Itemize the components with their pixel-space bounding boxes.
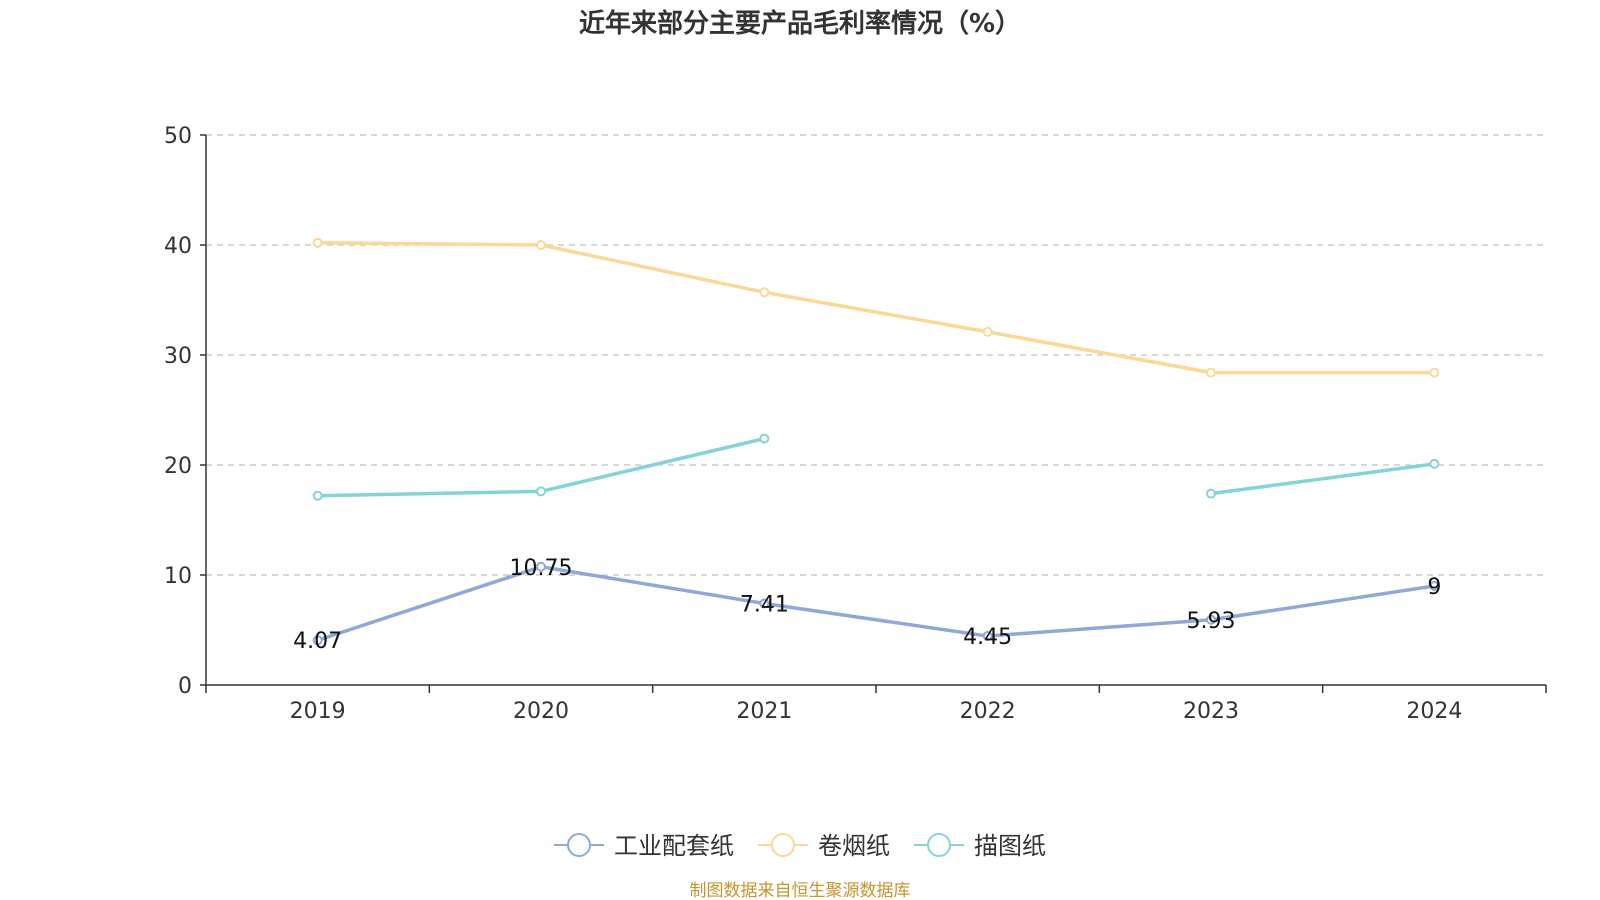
series-1: [312, 237, 1440, 378]
data-point[interactable]: [536, 240, 546, 250]
data-labels: 4.07 10.75 7.41 4.45 5.93 9: [293, 556, 1441, 654]
legend[interactable]: 工业配套纸 卷烟纸 描图纸: [554, 832, 1046, 860]
grid-lines: [206, 134, 1546, 576]
legend-label: 卷烟纸: [818, 832, 890, 860]
data-point[interactable]: [759, 433, 770, 444]
legend-marker-icon: [771, 833, 795, 857]
y-tick-label: 30: [164, 344, 192, 369]
data-point[interactable]: [982, 326, 993, 337]
legend-marker-icon: [927, 833, 951, 857]
legend-item-0[interactable]: 工业配套纸: [554, 832, 734, 860]
x-tick-label: 2022: [960, 699, 1016, 724]
data-point[interactable]: [536, 561, 546, 572]
y-tick-label: 40: [164, 234, 192, 259]
data-point[interactable]: [759, 287, 770, 298]
data-label: 7.41: [740, 592, 789, 617]
series-line: [1210, 462, 1435, 496]
series-layer: [312, 237, 1440, 646]
data-point[interactable]: [312, 237, 323, 248]
data-point[interactable]: [1206, 488, 1216, 499]
x-tick-label: 2019: [290, 699, 346, 724]
legend-item-1[interactable]: 卷烟纸: [758, 832, 890, 860]
x-tick-label: 2020: [513, 699, 569, 724]
legend-label: 描图纸: [974, 832, 1046, 860]
x-tick-label: 2023: [1183, 699, 1239, 724]
data-label: 9: [1427, 575, 1441, 600]
series-2: [312, 433, 1440, 501]
data-point[interactable]: [1206, 367, 1216, 378]
y-tick-label: 0: [178, 674, 192, 699]
source-note: 制图数据来自恒生聚源数据库: [690, 881, 911, 900]
series-line: [317, 241, 1435, 375]
data-point[interactable]: [312, 635, 323, 646]
data-point[interactable]: [1429, 458, 1440, 469]
data-label: 4.45: [963, 625, 1012, 650]
data-point[interactable]: [982, 631, 993, 642]
y-tick-label: 20: [164, 454, 192, 479]
x-tick-label: 2024: [1406, 699, 1462, 724]
y-tick-label: 10: [164, 564, 192, 589]
data-label: 10.75: [510, 556, 573, 581]
series-line: [317, 565, 1435, 642]
legend-item-2[interactable]: 描图纸: [914, 832, 1046, 860]
data-point[interactable]: [1429, 367, 1440, 378]
data-point[interactable]: [1429, 581, 1440, 591]
data-point[interactable]: [312, 490, 323, 501]
data-point[interactable]: [759, 598, 770, 609]
series-0: [312, 561, 1440, 646]
data-label: 4.07: [293, 629, 342, 654]
data-label: 5.93: [1187, 609, 1236, 634]
y-tick-label: 50: [164, 124, 192, 149]
x-tick-label: 2021: [736, 699, 792, 724]
legend-label: 工业配套纸: [614, 832, 734, 860]
data-point[interactable]: [536, 486, 546, 497]
axes: [200, 134, 1547, 693]
tick-labels: 0 10 20 30 40 50 2019 2020 2021 2022 2023 2024: [164, 124, 1462, 724]
data-point[interactable]: [1206, 614, 1216, 625]
legend-marker-icon: [567, 833, 591, 857]
chart-title: 近年来部分主要产品毛利率情况（%）: [579, 8, 1021, 39]
